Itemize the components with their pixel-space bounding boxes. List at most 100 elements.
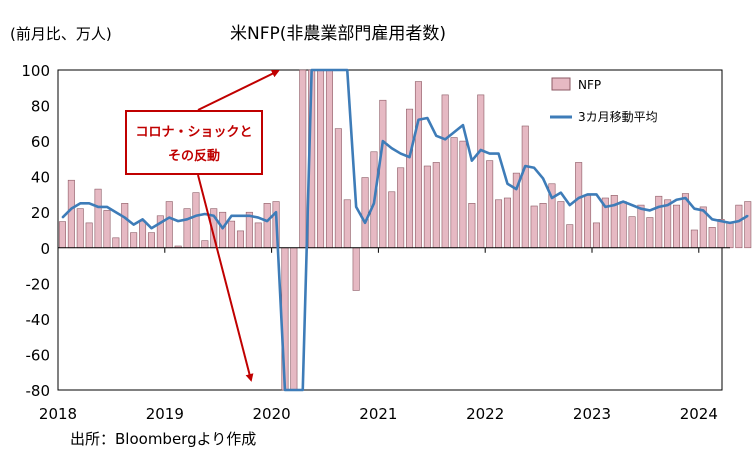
line-point-3m-average [79, 202, 82, 205]
line-point-3m-average [97, 206, 99, 208]
x-tick-label: 2024 [680, 405, 718, 423]
bar-nfp [423, 165, 431, 249]
annotation: コロナ・ショックと その反動 [125, 70, 280, 382]
bar-nfp [317, 69, 325, 249]
bar-nfp [628, 216, 636, 249]
bar-nfp [735, 204, 743, 249]
bar-nfp [121, 203, 129, 249]
line-point-3m-average [746, 214, 749, 217]
line-point-3m-average [257, 216, 260, 219]
y-tick-label: 0 [40, 240, 50, 258]
line-point-3m-average [212, 214, 215, 217]
legend-label-3m-average: 3カ月移動平均 [578, 110, 658, 124]
annotation-arrow-up [197, 70, 280, 111]
line-point-3m-average [284, 389, 286, 391]
line-point-3m-average [346, 69, 349, 71]
bar-nfp [708, 227, 716, 249]
bar-nfp [557, 201, 565, 249]
bar-nfp [397, 167, 405, 249]
bar-nfp [503, 197, 511, 249]
line-point-3m-average [666, 204, 669, 206]
bar-nfp [76, 208, 84, 249]
bar-nfp [219, 211, 227, 249]
line-series-3m-average [61, 68, 749, 392]
bar-nfp [432, 162, 440, 249]
line-point-3m-average [577, 197, 580, 199]
bar-nfp [112, 237, 120, 249]
line-point-3m-average [586, 193, 589, 196]
line-point-3m-average [106, 206, 108, 208]
bar-nfp [655, 195, 663, 249]
line-point-3m-average [551, 197, 553, 199]
annotation-box [125, 110, 263, 175]
line-3m-average [61, 68, 749, 392]
bar-nfp [744, 201, 752, 249]
line-point-3m-average [497, 152, 500, 155]
bar-nfp [201, 240, 209, 249]
bar-nfp [584, 195, 592, 249]
line-point-3m-average [506, 182, 509, 185]
line-point-3m-average [568, 204, 571, 206]
line-point-3m-average [373, 202, 375, 205]
bar-nfp [521, 125, 529, 249]
y-axis-ticks: 100 80 60 40 20 0 -20 -40 -60 -80 [21, 62, 50, 400]
legend-label-nfp: NFP [578, 78, 601, 92]
line-point-3m-average [435, 134, 438, 137]
line-point-3m-average [88, 202, 90, 205]
y-tick-label: -60 [26, 346, 51, 364]
line-point-3m-average [177, 220, 179, 222]
unit-label: (前月比、万人) [10, 25, 112, 43]
bar-nfp [299, 69, 307, 249]
line-point-3m-average [720, 220, 722, 222]
line-point-3m-average [613, 204, 616, 206]
bar-nfp [183, 208, 191, 249]
bar-series-nfp [58, 69, 752, 391]
line-point-3m-average [319, 69, 322, 71]
y-tick-label: 80 [31, 98, 50, 116]
line-point-3m-average [479, 149, 482, 151]
chart-title: 米NFP(非農業部門雇用者数) [230, 24, 446, 44]
bar-nfp [441, 94, 449, 249]
line-point-3m-average [702, 209, 705, 212]
line-point-3m-average [328, 69, 331, 71]
x-tick-label: 2018 [39, 405, 77, 423]
line-point-3m-average [640, 207, 642, 210]
line-point-3m-average [301, 389, 304, 391]
bar-nfp [254, 222, 262, 249]
line-point-3m-average [444, 138, 446, 141]
y-tick-label: -40 [26, 311, 51, 329]
y-tick-label: 20 [31, 204, 50, 222]
line-point-3m-average [542, 177, 544, 180]
line-point-3m-average [471, 159, 473, 162]
y-tick-label: 40 [31, 169, 50, 187]
line-point-3m-average [123, 216, 126, 219]
annotation-arrow-down [197, 174, 254, 382]
bar-nfp [726, 222, 734, 249]
line-point-3m-average [61, 216, 64, 219]
x-tick-label: 2022 [466, 405, 504, 423]
bar-nfp [486, 160, 494, 249]
bar-nfp [619, 201, 627, 249]
legend-swatch-nfp [551, 77, 571, 91]
bar-nfp [325, 69, 333, 249]
bar-nfp [361, 177, 369, 249]
bar-nfp [575, 162, 583, 249]
line-point-3m-average [649, 209, 651, 212]
annotation-line-1: コロナ・ショックと [135, 125, 252, 140]
line-point-3m-average [426, 117, 429, 119]
bar-nfp [228, 220, 236, 249]
line-point-3m-average [275, 211, 277, 214]
line-point-3m-average [622, 200, 624, 203]
bar-nfp [334, 128, 342, 249]
bar-nfp [67, 179, 75, 249]
bar-nfp [130, 232, 138, 249]
line-point-3m-average [239, 214, 242, 217]
line-point-3m-average [515, 188, 518, 190]
line-point-3m-average [453, 131, 455, 134]
line-point-3m-average [693, 207, 696, 210]
bar-nfp [495, 199, 503, 249]
bar-nfp [450, 137, 458, 249]
bar-nfp [477, 94, 485, 249]
bar-nfp [103, 210, 111, 249]
